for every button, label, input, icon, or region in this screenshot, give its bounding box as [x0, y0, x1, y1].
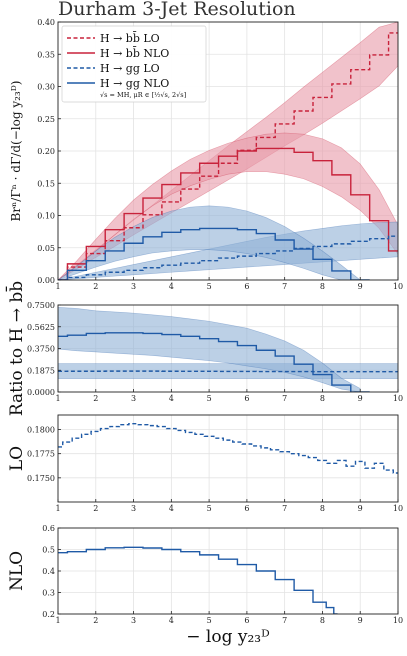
y-tick-label: 0.2: [42, 610, 55, 619]
y-tick-label: 0.20: [37, 147, 55, 156]
x-tick-label: 7: [282, 282, 287, 291]
lo-panel: 1 2 3 4 5 6 7 8 9 10 0.1750 0.1775 0.1800 LO: [7, 414, 403, 513]
legend-box: [61, 25, 207, 103]
x-tick-label: 8: [320, 282, 325, 291]
x-tick-label: 7: [282, 504, 287, 513]
x-tick-label: 1: [55, 504, 60, 513]
x-tick-label: 5: [207, 282, 212, 291]
nlo-plot-area: [58, 546, 338, 614]
series-line-1: [58, 147, 398, 280]
x-tick-label: 9: [358, 394, 363, 403]
x-tick-label: 10: [393, 616, 403, 625]
y-tick-label: 0.4: [42, 567, 55, 576]
x-tick-label: 7: [282, 394, 287, 403]
x-tick-label: 7: [282, 616, 287, 625]
ratio-plot-area: [58, 307, 398, 392]
y-tick-label: 0.30: [37, 83, 55, 92]
y-tick-label: 0.25: [37, 115, 55, 124]
x-tick-label: 2: [93, 394, 98, 403]
y-tick-label: 0.1775: [27, 450, 55, 459]
x-tick-label: 9: [358, 282, 363, 291]
x-axis-label: − log y₂₃ᴰ: [186, 627, 269, 647]
x-tick-label: 3: [131, 616, 136, 625]
series-band-1: [58, 307, 361, 392]
x-tick-label: 3: [131, 394, 136, 403]
x-tick-label: 8: [320, 616, 325, 625]
x-tick-label: 2: [93, 616, 98, 625]
x-tick-label: 3: [131, 282, 136, 291]
series-line-0: [58, 546, 338, 614]
y-tick-label: 0.6: [42, 524, 55, 533]
y-tick-label: 0.3750: [27, 345, 55, 354]
x-tick-label: 4: [169, 616, 174, 625]
main-panel: 1 2 3 4 5 6 7 8 9 10 0.00 0.05 0.10 0.15 0.20 0.25 0.30 0…: [9, 18, 403, 291]
legend: H → bb̄ LO H → bb̄ NLO H → gg LO H → gg NLO…: [61, 25, 207, 103]
x-tick-label: 1: [55, 394, 60, 403]
axes-frame: [57, 414, 399, 503]
x-tick-label: 5: [207, 394, 212, 403]
x-tick-label: 9: [358, 504, 363, 513]
series-line-0: [58, 32, 398, 280]
nlo-y-axis-label: NLO: [7, 551, 27, 591]
lo-y-axis-label: LO: [7, 446, 27, 471]
y-tick-label: 0.7500: [27, 301, 55, 310]
x-tick-label: 4: [169, 504, 174, 513]
y-tick-label: 0.1750: [27, 474, 55, 483]
x-tick-label: 8: [320, 504, 325, 513]
x-tick-label: 2: [93, 504, 98, 513]
x-tick-label: 6: [244, 504, 249, 513]
x-tick-label: 10: [393, 504, 403, 513]
series-line-3: [58, 227, 370, 280]
main-y-axis-label: Brⁿ/Γⁿ · dΓ/d(−log y₂₃ᴰ): [9, 81, 23, 222]
y-tick-label: 0.05: [37, 244, 55, 253]
nlo-panel: 1 2 3 4 5 6 7 8 9 10 0.2 0.3 0.4 0.5 0.6 NLO − log y₂₃ᴰ: [7, 524, 403, 647]
x-tick-label: 2: [93, 282, 98, 291]
y-tick-label: 0.15: [37, 179, 55, 188]
y-tick-label: 0.35: [37, 50, 55, 59]
y-tick-label: 0.5625: [27, 323, 55, 332]
series-line-1: [58, 332, 370, 392]
x-tick-label: 4: [169, 394, 174, 403]
legend-entry-0: H → bb̄ LO: [100, 32, 160, 45]
x-tick-label: 10: [393, 394, 403, 403]
x-tick-label: 8: [320, 394, 325, 403]
legend-entry-2: H → gg LO: [100, 62, 160, 75]
x-tick-label: 4: [169, 282, 174, 291]
x-tick-label: 5: [207, 504, 212, 513]
series-line-2: [58, 235, 398, 280]
ratio-y-axis-label: Ratio to H → bb̄: [4, 281, 27, 416]
series-band-2: [58, 221, 398, 280]
x-tick-label: 1: [55, 282, 60, 291]
x-tick-label: 5: [207, 616, 212, 625]
y-tick-label: 0.1875: [27, 366, 55, 375]
x-tick-label: 6: [244, 394, 249, 403]
y-tick-label: 0.3: [42, 589, 55, 598]
series-line-0: [58, 370, 398, 373]
legend-note: √s = MH, μR ∈ [½√s, 2√s]: [100, 91, 186, 99]
y-tick-label: 0.1800: [27, 426, 55, 435]
x-tick-label: 1: [55, 616, 60, 625]
x-tick-label: 3: [131, 504, 136, 513]
x-tick-label: 10: [393, 282, 403, 291]
series-line-0: [58, 423, 398, 474]
lo-plot-area: [58, 423, 398, 474]
x-tick-label: 6: [244, 282, 249, 291]
main-plot-area: [58, 22, 398, 280]
legend-entry-1: H → bb̄ NLO: [100, 47, 169, 60]
y-tick-label: 0.40: [37, 18, 55, 27]
series-band-1: [58, 132, 398, 280]
y-tick-label: 0.00: [37, 276, 55, 285]
x-tick-label: 6: [244, 616, 249, 625]
y-tick-label: 0.5: [42, 546, 55, 555]
y-tick-label: 0.10: [37, 212, 55, 221]
x-tick-label: 9: [358, 616, 363, 625]
y-tick-label: 0.0000: [27, 388, 55, 397]
legend-entry-3: H → gg NLO: [100, 77, 169, 90]
ratio-panel: 1 2 3 4 5 6 7 8 9 10 0.0000 0.1875 0.3750 0.5625 0.750…: [4, 281, 403, 416]
chart-title: Durham 3-Jet Resolution: [58, 0, 296, 20]
